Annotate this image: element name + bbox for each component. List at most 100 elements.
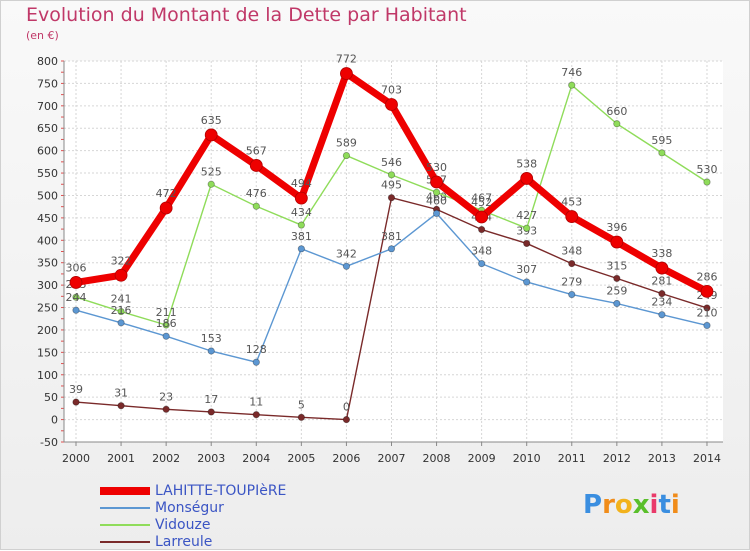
data-point [204, 128, 218, 142]
logo-letter: i [670, 490, 680, 520]
data-point [703, 304, 711, 312]
x-tick-label: 2007 [377, 452, 405, 465]
data-label: 494 [291, 177, 312, 190]
x-tick-label: 2004 [242, 452, 270, 465]
data-point [523, 278, 531, 286]
x-tick-label: 2006 [332, 452, 360, 465]
data-point [613, 120, 621, 128]
data-label: 211 [156, 306, 177, 319]
data-point [568, 81, 576, 89]
legend-swatch [100, 487, 150, 495]
data-label: 186 [156, 317, 177, 330]
x-tick-label: 2013 [648, 452, 676, 465]
plot-area [64, 61, 723, 442]
data-point [249, 159, 263, 172]
data-label: 452 [471, 196, 492, 209]
data-label: 259 [606, 284, 627, 297]
data-label: 234 [651, 296, 672, 309]
data-label: 23 [159, 390, 173, 403]
y-tick-label: 350 [37, 257, 58, 270]
y-tick-label: 300 [37, 279, 58, 292]
data-point [703, 321, 711, 330]
y-tick-label: 250 [37, 302, 58, 315]
data-label: 31 [114, 387, 128, 400]
data-label: 396 [606, 221, 627, 234]
data-label: 5 [298, 398, 305, 411]
data-label: 241 [111, 293, 132, 306]
legend-label: LAHITTE-TOUPIèRE [155, 483, 287, 499]
data-label: 525 [201, 165, 222, 178]
data-point [252, 411, 260, 419]
data-label: 322 [111, 254, 132, 267]
data-label: 281 [651, 275, 672, 288]
data-point [340, 67, 353, 80]
data-point [297, 245, 305, 253]
data-label: 595 [651, 134, 672, 147]
logo-letter: r [602, 490, 615, 520]
legend-label: Monségur [155, 500, 224, 516]
data-label: 434 [291, 206, 312, 219]
data-label: 210 [696, 306, 717, 319]
x-tick-label: 2009 [468, 452, 496, 465]
logo-letter: i [649, 490, 659, 520]
chart-title: Evolution du Montant de la Dette par Hab… [26, 4, 467, 26]
x-tick-label: 2010 [513, 452, 541, 465]
data-label: 469 [426, 190, 447, 203]
logo-letter: t [658, 490, 671, 520]
data-point [114, 268, 128, 282]
data-label: 39 [69, 383, 83, 396]
data-point [387, 194, 396, 202]
data-label: 467 [471, 191, 492, 204]
data-label: 660 [606, 105, 627, 118]
chart-subtitle: (en €) [26, 29, 59, 42]
data-point [478, 260, 486, 268]
y-tick-label: 200 [37, 324, 58, 337]
data-point [117, 402, 125, 410]
data-label: 11 [249, 396, 263, 409]
data-point [159, 201, 173, 215]
data-label: 453 [561, 196, 582, 209]
data-point [655, 261, 669, 275]
data-point [207, 180, 215, 188]
data-label: 348 [561, 245, 582, 258]
data-point [658, 311, 666, 319]
data-point [475, 210, 489, 224]
data-label: 244 [66, 291, 87, 304]
data-point [430, 175, 443, 189]
x-tick-label: 2014 [693, 452, 721, 465]
data-label: 381 [381, 230, 402, 243]
x-tick-label: 2012 [603, 452, 631, 465]
data-point [568, 260, 576, 268]
data-label: 589 [336, 137, 357, 150]
x-tick-label: 2001 [107, 452, 135, 465]
data-point [207, 347, 215, 355]
data-point [387, 171, 396, 179]
data-label: 530 [696, 163, 717, 176]
y-tick-label: 550 [37, 167, 58, 180]
data-point [252, 202, 260, 210]
logo-letter: P [583, 490, 603, 520]
y-tick-label: 50 [44, 391, 58, 404]
data-label: 315 [606, 259, 627, 272]
data-label: 306 [66, 261, 87, 274]
data-point [342, 415, 351, 424]
data-point [294, 191, 308, 205]
y-tick-label: 750 [37, 77, 58, 90]
data-point [385, 98, 398, 111]
data-label: 635 [201, 114, 222, 127]
data-label: 128 [246, 343, 267, 356]
data-label: 17 [204, 393, 218, 406]
legend-swatch [100, 507, 150, 509]
data-point [613, 299, 621, 308]
logo-letter: x [632, 490, 650, 520]
data-label: 703 [381, 83, 402, 96]
data-label: 538 [516, 157, 537, 170]
series-1: 306 322 472 635 567 494 772 703 530 452 538 453 396 3… [66, 53, 717, 298]
data-label: 772 [336, 53, 357, 66]
proxiti-logo: Proxiti [583, 490, 680, 520]
data-point [432, 188, 441, 196]
data-point [565, 210, 579, 223]
data-point [387, 245, 396, 253]
data-label: 279 [561, 276, 582, 289]
